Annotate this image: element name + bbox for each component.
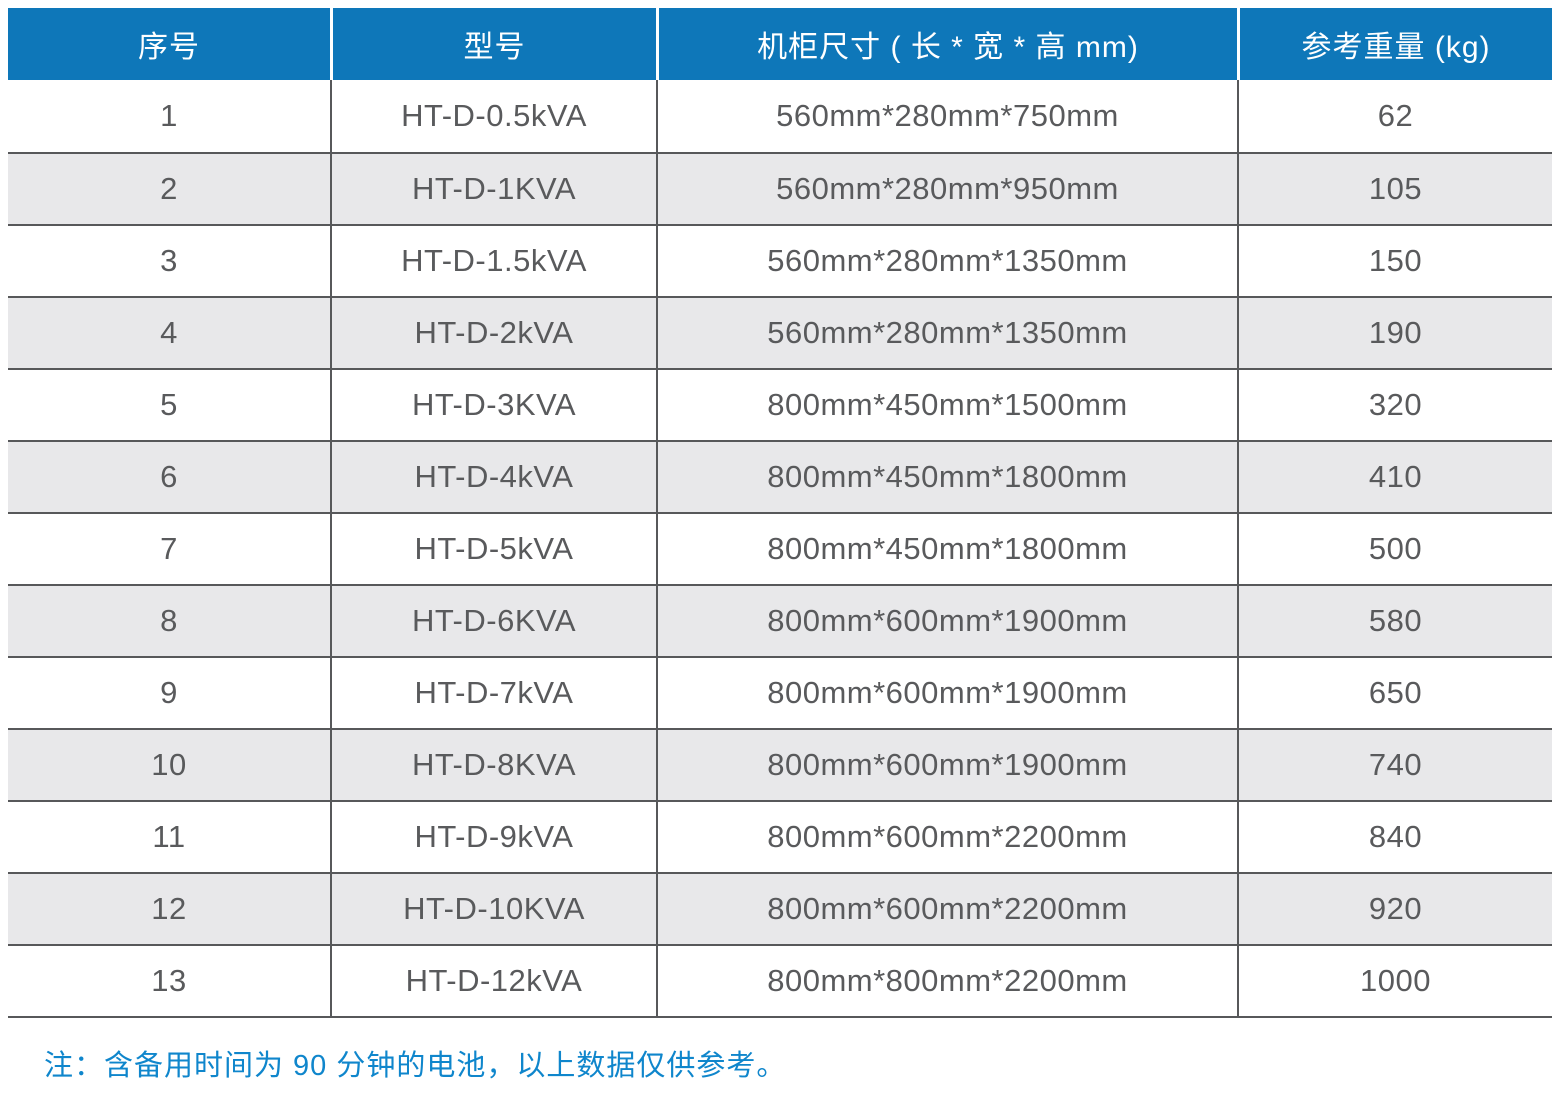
index-cell: 11: [152, 819, 186, 854]
index-cell: 9: [160, 675, 178, 710]
dimensions-cell: 560mm*280mm*1350mm: [656, 226, 1237, 296]
table-row: 7 HT-D-5kVA 800mm*450mm*1800mm 500: [8, 512, 1552, 584]
header-cell-weight: 参考重量 (kg): [1237, 8, 1552, 80]
model-cell: HT-D-5kVA: [330, 514, 656, 584]
model-cell: HT-D-1KVA: [330, 154, 656, 224]
dimensions-cell: 560mm*280mm*750mm: [656, 80, 1237, 152]
table-row: 2 HT-D-1KVA 560mm*280mm*950mm 105: [8, 152, 1552, 224]
weight-cell: 650: [1237, 658, 1552, 728]
weight-cell: 840: [1237, 802, 1552, 872]
index-cell: 8: [160, 603, 178, 638]
dimensions-cell: 560mm*280mm*950mm: [656, 154, 1237, 224]
model-cell: HT-D-1.5kVA: [330, 226, 656, 296]
header-cell-model: 型号: [330, 8, 656, 80]
table-row: 6 HT-D-4kVA 800mm*450mm*1800mm 410: [8, 440, 1552, 512]
spec-table: 序号 型号 机柜尺寸 ( 长 * 宽 * 高 mm) 参考重量 (kg) 1 HT…: [8, 8, 1552, 1018]
index-cell: 13: [151, 963, 187, 998]
table-row: 13 HT-D-12kVA 800mm*800mm*2200mm 1000: [8, 944, 1552, 1016]
index-cell: 5: [160, 387, 178, 422]
dimensions-cell: 800mm*450mm*1500mm: [656, 370, 1237, 440]
weight-cell: 150: [1237, 226, 1552, 296]
model-cell: HT-D-8KVA: [330, 730, 656, 800]
table-row: 3 HT-D-1.5kVA 560mm*280mm*1350mm 150: [8, 224, 1552, 296]
model-cell: HT-D-10KVA: [330, 874, 656, 944]
model-cell: HT-D-4kVA: [330, 442, 656, 512]
dimensions-cell: 800mm*800mm*2200mm: [656, 946, 1237, 1016]
dimensions-cell: 800mm*600mm*1900mm: [656, 730, 1237, 800]
index-cell: 1: [160, 98, 178, 133]
index-cell: 6: [160, 459, 178, 494]
model-cell: HT-D-9kVA: [330, 802, 656, 872]
table-row: 10 HT-D-8KVA 800mm*600mm*1900mm 740: [8, 728, 1552, 800]
header-cell-index: 序号: [8, 8, 330, 80]
index-cell: 10: [151, 747, 187, 782]
weight-cell: 190: [1237, 298, 1552, 368]
model-cell: HT-D-0.5kVA: [330, 80, 656, 152]
table-row: 1 HT-D-0.5kVA 560mm*280mm*750mm 62: [8, 80, 1552, 152]
weight-cell: 580: [1237, 586, 1552, 656]
dimensions-cell: 800mm*450mm*1800mm: [656, 442, 1237, 512]
weight-cell: 410: [1237, 442, 1552, 512]
index-cell: 12: [151, 891, 187, 926]
model-cell: HT-D-3KVA: [330, 370, 656, 440]
model-cell: HT-D-6KVA: [330, 586, 656, 656]
dimensions-cell: 800mm*600mm*1900mm: [656, 586, 1237, 656]
table-row: 5 HT-D-3KVA 800mm*450mm*1500mm 320: [8, 368, 1552, 440]
weight-cell: 320: [1237, 370, 1552, 440]
index-cell: 2: [160, 171, 178, 206]
header-cell-dimensions: 机柜尺寸 ( 长 * 宽 * 高 mm): [656, 8, 1237, 80]
dimensions-cell: 800mm*600mm*2200mm: [656, 802, 1237, 872]
model-cell: HT-D-12kVA: [330, 946, 656, 1016]
dimensions-cell: 800mm*600mm*2200mm: [656, 874, 1237, 944]
index-cell: 3: [160, 243, 178, 278]
model-cell: HT-D-2kVA: [330, 298, 656, 368]
footnote: 注：含备用时间为 90 分钟的电池，以上数据仅供参考。: [44, 1050, 787, 1082]
dimensions-cell: 560mm*280mm*1350mm: [656, 298, 1237, 368]
table-row: 8 HT-D-6KVA 800mm*600mm*1900mm 580: [8, 584, 1552, 656]
index-cell: 7: [160, 531, 178, 566]
table-body: 1 HT-D-0.5kVA 560mm*280mm*750mm 62 2 HT-D-1KV…: [8, 80, 1552, 1018]
table-row: 12 HT-D-10KVA 800mm*600mm*2200mm 920: [8, 872, 1552, 944]
table-row: 9 HT-D-7kVA 800mm*600mm*1900mm 650: [8, 656, 1552, 728]
weight-cell: 105: [1237, 154, 1552, 224]
dimensions-cell: 800mm*600mm*1900mm: [656, 658, 1237, 728]
weight-cell: 740: [1237, 730, 1552, 800]
weight-cell: 920: [1237, 874, 1552, 944]
index-cell: 4: [160, 315, 178, 350]
dimensions-cell: 800mm*450mm*1800mm: [656, 514, 1237, 584]
table-header-row: 序号 型号 机柜尺寸 ( 长 * 宽 * 高 mm) 参考重量 (kg): [8, 8, 1552, 80]
weight-cell: 62: [1237, 80, 1552, 152]
weight-cell: 500: [1237, 514, 1552, 584]
table-row: 11 HT-D-9kVA 800mm*600mm*2200mm 840: [8, 800, 1552, 872]
weight-cell: 1000: [1237, 946, 1552, 1016]
model-cell: HT-D-7kVA: [330, 658, 656, 728]
table-row: 4 HT-D-2kVA 560mm*280mm*1350mm 190: [8, 296, 1552, 368]
